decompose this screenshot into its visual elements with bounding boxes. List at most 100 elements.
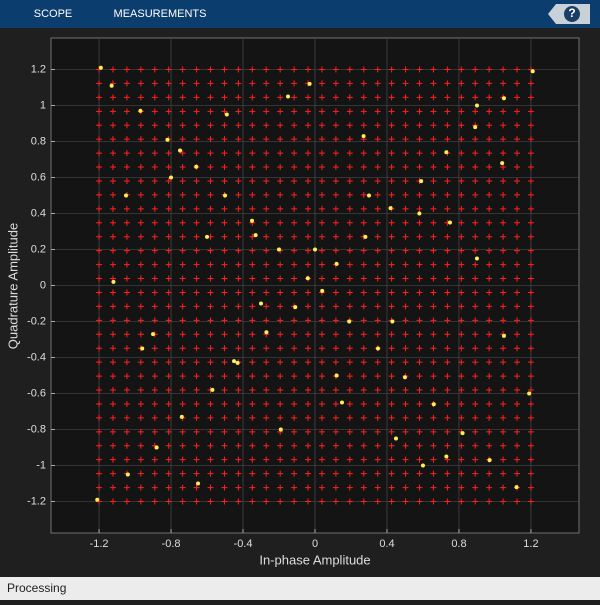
reference-point: [165, 387, 172, 394]
reference-point: [207, 205, 214, 212]
reference-point: [402, 150, 409, 157]
reference-point: [402, 414, 409, 421]
reference-point: [137, 456, 144, 463]
reference-point: [527, 80, 534, 87]
reference-point: [416, 191, 423, 198]
reference-point: [193, 80, 200, 87]
reference-point: [430, 289, 437, 296]
reference-point: [165, 428, 172, 435]
reference-point: [444, 191, 451, 198]
reference-point: [500, 108, 507, 115]
reference-point: [96, 484, 103, 491]
reference-point: [235, 247, 242, 254]
reference-point: [416, 205, 423, 212]
reference-point: [221, 428, 228, 435]
reference-point: [486, 289, 493, 296]
reference-point: [291, 442, 298, 449]
reference-point: [123, 414, 130, 421]
reference-point: [277, 373, 284, 380]
reference-point: [123, 484, 130, 491]
reference-point: [360, 66, 367, 73]
received-sample: [264, 330, 269, 335]
received-sample: [95, 497, 100, 502]
reference-point: [500, 205, 507, 212]
reference-point: [235, 331, 242, 338]
help-button[interactable]: [564, 6, 580, 22]
reference-point: [500, 136, 507, 143]
reference-point: [165, 191, 172, 198]
reference-point: [207, 289, 214, 296]
reference-point: [291, 498, 298, 505]
reference-point: [221, 66, 228, 73]
reference-point: [109, 317, 116, 324]
tab[interactable]: MEASUREMENTS: [114, 8, 207, 20]
reference-point: [291, 191, 298, 198]
reference-point: [388, 498, 395, 505]
reference-point: [291, 164, 298, 171]
reference-point: [374, 428, 381, 435]
reference-point: [263, 122, 270, 129]
reference-point: [332, 164, 339, 171]
reference-point: [151, 150, 158, 157]
reference-point: [458, 219, 465, 226]
reference-point: [263, 456, 270, 463]
reference-point: [318, 414, 325, 421]
reference-point: [318, 164, 325, 171]
received-sample: [460, 431, 465, 436]
reference-point: [514, 442, 521, 449]
reference-point: [360, 80, 367, 87]
reference-point: [263, 359, 270, 366]
reference-point: [305, 289, 312, 296]
reference-point: [416, 219, 423, 226]
reference-point: [193, 470, 200, 477]
reference-point: [249, 261, 256, 268]
help-icon[interactable]: ?: [568, 6, 575, 20]
reference-point: [388, 359, 395, 366]
reference-point: [346, 122, 353, 129]
reference-point: [527, 345, 534, 352]
reference-point: [221, 387, 228, 394]
reference-point: [374, 317, 381, 324]
reference-point: [514, 414, 521, 421]
reference-point: [277, 136, 284, 143]
reference-point: [458, 289, 465, 296]
reference-point: [221, 442, 228, 449]
reference-point: [472, 108, 479, 115]
reference-point: [360, 428, 367, 435]
received-sample: [250, 218, 255, 223]
reference-point: [318, 177, 325, 184]
toolbar: [0, 0, 600, 28]
reference-point: [430, 373, 437, 380]
reference-point: [346, 191, 353, 198]
reference-point: [527, 331, 534, 338]
reference-point: [472, 136, 479, 143]
reference-point: [444, 400, 451, 407]
reference-point: [165, 414, 172, 421]
reference-point: [472, 247, 479, 254]
received-sample: [530, 69, 535, 74]
reference-point: [346, 164, 353, 171]
reference-point: [123, 164, 130, 171]
reference-point: [179, 331, 186, 338]
reference-point: [137, 94, 144, 101]
reference-point: [500, 400, 507, 407]
reference-point: [458, 470, 465, 477]
reference-point: [109, 470, 116, 477]
reference-point: [318, 484, 325, 491]
reference-point: [458, 247, 465, 254]
reference-point: [179, 108, 186, 115]
reference-point: [346, 303, 353, 310]
reference-point: [291, 247, 298, 254]
reference-point: [374, 164, 381, 171]
reference-point: [472, 66, 479, 73]
tab[interactable]: SCOPE: [34, 8, 73, 20]
reference-point: [430, 94, 437, 101]
reference-point: [527, 387, 534, 394]
reference-point: [430, 345, 437, 352]
reference-point: [165, 261, 172, 268]
reference-point: [263, 275, 270, 282]
reference-point: [193, 414, 200, 421]
y-tick-label: -1: [36, 459, 46, 471]
reference-point: [458, 122, 465, 129]
reference-point: [430, 191, 437, 198]
